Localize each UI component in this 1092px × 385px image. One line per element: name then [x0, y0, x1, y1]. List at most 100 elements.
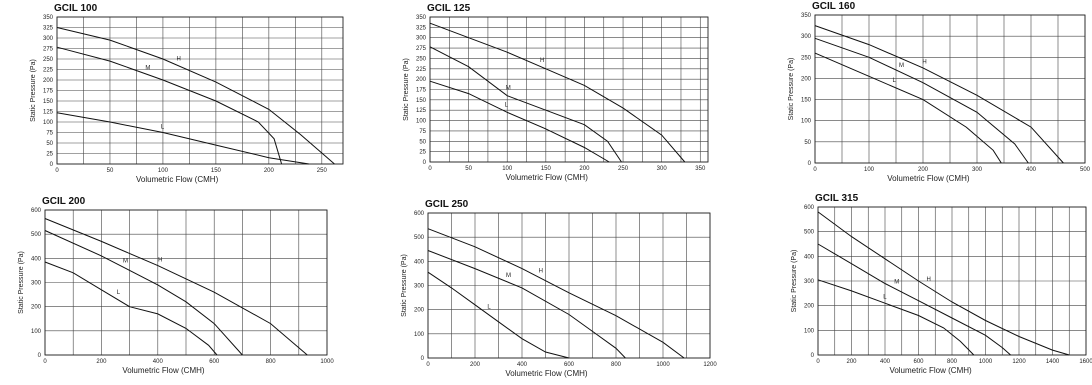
series-label-l: L	[893, 78, 897, 84]
series-line-h	[56, 27, 335, 165]
x-tick-label: 250	[317, 168, 328, 174]
chart-2: GCIL 125 0 25 50 75 100 125 150 175 200 225 250 275 3…	[403, 3, 709, 182]
x-tick-label: 400	[1026, 167, 1037, 173]
x-tick-label: 150	[211, 168, 222, 174]
x-tick-label: 50	[465, 166, 472, 172]
series-line-m	[814, 37, 1029, 164]
x-tick-label: 200	[96, 359, 107, 365]
y-tick-label: 100	[416, 119, 427, 125]
series-line-l	[56, 112, 310, 165]
series-label-m: M	[506, 85, 511, 91]
y-tick-label: 400	[414, 259, 425, 265]
x-axis-label: Volumetric Flow (CMH)	[889, 366, 972, 375]
y-tick-label: 300	[804, 279, 815, 285]
y-tick-label: 250	[801, 55, 812, 61]
y-tick-label: 200	[43, 78, 54, 84]
y-tick-label: 100	[31, 329, 42, 335]
chart-title: GCIL 100	[54, 3, 98, 14]
y-tick-label: 350	[43, 15, 54, 21]
y-tick-label: 325	[416, 25, 427, 31]
series-line-m	[427, 250, 626, 359]
x-tick-label: 600	[209, 359, 220, 365]
series-label-h: H	[158, 257, 162, 263]
y-tick-label: 75	[46, 131, 53, 137]
y-axis-label: Static Pressure (Pa)	[18, 251, 25, 314]
y-tick-label: 200	[414, 308, 425, 314]
y-tick-label: 300	[31, 281, 42, 287]
chart-3: GCIL 160 0 50 100 150 200 250 300 350 0 100 200 300 4…	[788, 1, 1091, 183]
x-tick-label: 400	[153, 359, 164, 365]
y-tick-label: 0	[811, 353, 815, 359]
y-tick-label: 600	[31, 208, 42, 214]
x-tick-label: 200	[579, 166, 590, 172]
y-tick-label: 300	[43, 36, 54, 42]
series-line-l	[429, 80, 610, 163]
x-tick-label: 1000	[979, 359, 993, 365]
y-tick-label: 125	[416, 108, 427, 114]
plot-frame	[429, 16, 709, 163]
series-label-h: H	[177, 57, 181, 63]
series-label-h: H	[927, 277, 931, 283]
y-tick-label: 100	[801, 119, 812, 125]
x-tick-label: 1600	[1079, 359, 1092, 365]
x-tick-label: 0	[816, 359, 820, 365]
y-axis-label: Static Pressure (Pa)	[791, 250, 798, 313]
y-tick-label: 600	[804, 205, 815, 211]
y-tick-label: 100	[43, 120, 54, 126]
y-tick-label: 0	[808, 161, 812, 167]
x-tick-label: 200	[264, 168, 275, 174]
plot-frame	[817, 206, 1087, 356]
x-tick-label: 200	[846, 359, 857, 365]
y-tick-label: 400	[804, 254, 815, 260]
y-tick-label: 0	[421, 356, 425, 362]
x-tick-label: 300	[657, 166, 668, 172]
y-tick-label: 125	[43, 110, 54, 116]
series-label-l: L	[505, 103, 509, 109]
y-tick-label: 200	[31, 305, 42, 311]
series-line-l	[44, 261, 218, 356]
y-tick-label: 275	[43, 47, 54, 53]
series-label-l: L	[487, 305, 491, 311]
y-tick-label: 600	[414, 211, 425, 217]
y-tick-label: 175	[43, 89, 54, 95]
x-axis-label: Volumetric Flow (CMH)	[505, 369, 588, 378]
y-tick-label: 250	[43, 57, 54, 63]
y-tick-label: 25	[46, 152, 53, 158]
x-tick-label: 0	[55, 168, 59, 174]
x-axis-label: Volumetric Flow (CMH)	[122, 366, 205, 375]
series-line-h	[44, 218, 308, 356]
y-tick-label: 0	[50, 162, 54, 168]
x-tick-label: 50	[107, 168, 114, 174]
x-tick-label: 1400	[1046, 359, 1060, 365]
series-label-h: H	[539, 269, 543, 275]
y-tick-label: 175	[416, 88, 427, 94]
x-tick-label: 0	[813, 167, 817, 173]
y-axis-label: Static Pressure (Pa)	[30, 59, 37, 122]
series-label-l: L	[883, 294, 887, 300]
x-tick-label: 800	[611, 362, 622, 368]
series-label-h: H	[540, 58, 544, 64]
y-tick-label: 275	[416, 46, 427, 52]
x-axis-label: Volumetric Flow (CMH)	[887, 174, 970, 183]
y-tick-label: 350	[801, 13, 812, 19]
y-axis-label: Static Pressure (Pa)	[403, 58, 410, 121]
x-tick-label: 350	[695, 166, 706, 172]
x-tick-label: 1200	[1012, 359, 1026, 365]
chart-title: GCIL 160	[812, 1, 856, 12]
series-line-l	[427, 271, 570, 359]
series-line-h	[427, 228, 685, 359]
x-tick-label: 600	[564, 362, 575, 368]
plot-frame	[814, 14, 1086, 164]
x-tick-label: 100	[158, 168, 169, 174]
x-tick-label: 400	[880, 359, 891, 365]
plot-frame	[56, 16, 344, 165]
series-line-h	[817, 211, 1070, 356]
y-tick-label: 300	[416, 36, 427, 42]
x-tick-label: 200	[918, 167, 929, 173]
y-tick-label: 0	[38, 353, 42, 359]
y-tick-label: 500	[31, 232, 42, 238]
x-tick-label: 500	[1080, 167, 1091, 173]
y-tick-label: 200	[804, 304, 815, 310]
y-tick-label: 400	[31, 256, 42, 262]
y-tick-label: 50	[419, 139, 426, 145]
